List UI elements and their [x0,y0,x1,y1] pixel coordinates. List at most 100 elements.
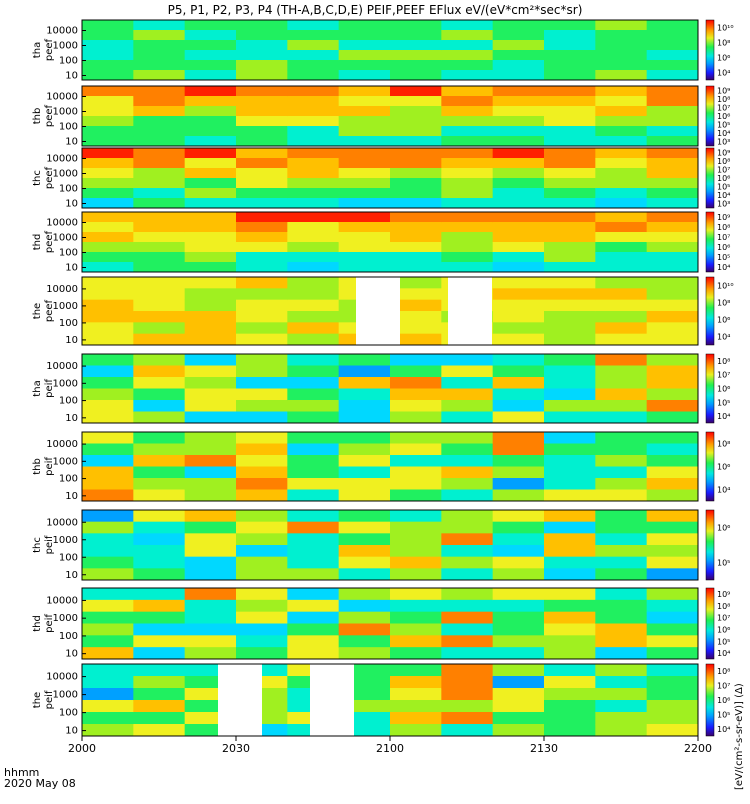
spectrogram-cell [646,724,699,737]
spectrogram-cell [338,158,391,169]
spectrogram-cell [236,106,288,117]
spectrogram-cell [133,545,186,558]
y-tick-label: 10 [65,335,78,346]
y-tick-label: 10 [65,726,78,737]
spectrogram-cell [595,466,648,479]
spectrogram-cell [338,50,391,61]
spectrogram-cell [338,411,391,424]
spectrogram-cell [646,400,699,412]
x-tick-label: 2100 [376,742,404,755]
spectrogram-cell [646,489,699,502]
spectrogram-cell [236,432,288,444]
spectrogram-cell [82,545,134,558]
spectrogram-cell [441,568,494,581]
spectrogram-cell [441,388,494,401]
spectrogram-cell [287,148,340,159]
spectrogram-cell [82,365,134,378]
y-tick-label: 100 [59,396,78,407]
spectrogram-cell [492,664,545,677]
spectrogram-cell [236,510,288,523]
spectrogram-cell [441,400,494,412]
spectrogram-cell [492,588,545,601]
spectrogram-cell [646,212,699,223]
spectrogram-cell [184,311,237,323]
spectrogram-cell [287,611,340,624]
spectrogram-cell [133,411,186,424]
y-tick-label: 10000 [46,517,78,528]
spectrogram-cell [492,466,545,479]
spectrogram-cell [287,377,340,389]
y-tick-label: 100 [59,248,78,259]
spectrogram-cell [236,299,288,312]
spectrogram-cell [646,354,699,366]
spectrogram-cell [390,188,442,199]
spectrogram-cell [441,588,494,601]
spectrogram-cell [184,136,237,147]
data-gap [356,277,400,345]
x-tick-label: 2000 [68,742,96,755]
spectrogram-cell [492,136,545,147]
spectrogram-cell [492,712,545,725]
spectrogram-cell [133,333,186,346]
spectrogram-cell [82,299,134,312]
spectrogram-cell [236,40,288,51]
spectrogram-cell [287,489,340,502]
spectrogram-cell [492,232,545,243]
colorbar-tick-label: 10⁷ [717,165,730,174]
colorbar-tick-label: 10⁶ [717,463,730,472]
x-tick-label: 2130 [530,742,558,755]
spectrogram-cell [595,377,648,389]
panel-label: thdpeif [32,614,55,633]
spectrogram-cell [390,116,442,127]
colorbar-tick-label: 10⁸ [717,223,730,232]
spectrogram-cell [236,400,288,412]
spectrogram-cell [595,198,648,209]
spectrogram-cell [184,116,237,127]
colorbar-tick-label: 10⁸ [717,667,730,676]
spectrogram-cell [492,556,545,569]
spectrogram-cell [390,365,442,378]
spectrogram-cell [338,148,391,159]
spectrogram-cell [184,126,237,137]
spectrogram-cell [492,70,545,81]
y-tick-label: 10 [65,263,78,274]
panel-frame [81,587,699,660]
spectrogram-cell [133,521,186,534]
spectrogram-cell [184,489,237,502]
spectrogram-cell [441,232,494,243]
panel-label: thbpeif [32,457,55,476]
spectrogram-cell [544,588,596,601]
spectrogram-cell [287,288,340,301]
spectrogram-cell [338,611,391,624]
spectrogram-cell [390,489,442,502]
spectrogram-cell [236,489,288,502]
spectrogram-cell [595,664,648,677]
colorbar [705,509,715,581]
spectrogram-cell [184,232,237,243]
y-tick-label: 10000 [46,218,78,229]
spectrogram-cell [287,168,340,179]
spectrogram-cell [338,30,391,41]
spectrogram-cell [338,106,391,117]
spectrogram-cell [338,354,391,366]
spectrogram-cell [544,545,596,558]
spectrogram-cell [287,599,340,613]
spectrogram-cell [390,664,442,677]
spectrogram-cell [184,354,237,366]
spectrogram-cell [338,388,391,401]
spectrogram-cell [595,188,648,199]
spectrogram-cell [133,168,186,179]
spectrogram-cell [492,333,545,346]
spectrogram-cell [646,60,699,71]
spectrogram-cell [184,106,237,117]
spectrogram-cell [82,700,134,713]
spectrogram-cell [646,333,699,346]
spectrogram-cell [338,432,391,444]
spectrogram-cell [492,676,545,689]
spectrogram-cell [492,178,545,189]
spectrogram-cell [646,148,699,159]
spectrogram-cell [390,40,442,51]
spectrogram-cell [133,443,186,456]
y-tick-label: 1000 [53,301,78,312]
spectrogram-cell [287,400,340,412]
